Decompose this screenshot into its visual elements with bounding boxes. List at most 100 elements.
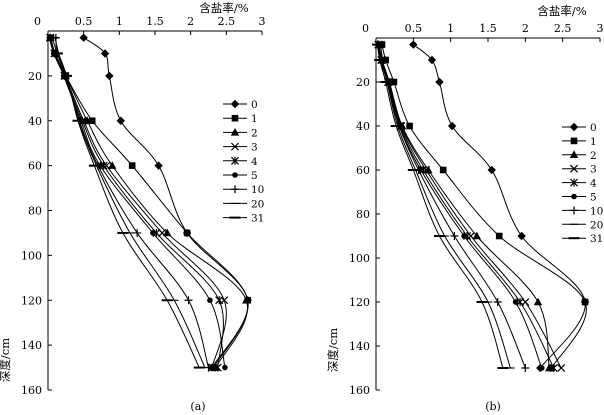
y-tick-label: 80 [356, 208, 370, 221]
legend-label: 20 [251, 198, 264, 210]
data-point-marker [150, 230, 156, 236]
series-line [55, 37, 209, 368]
series-4 [374, 40, 558, 373]
series-line [49, 37, 249, 368]
y-tick-label: 60 [356, 164, 370, 177]
data-point-marker [493, 298, 502, 306]
series-3 [374, 40, 566, 373]
legend-marker [569, 164, 579, 173]
y-tick-label: 120 [21, 294, 42, 307]
legend-marker [230, 156, 240, 165]
y-tick-label: 160 [21, 384, 42, 397]
data-point-marker [521, 364, 530, 372]
legend-marker [571, 193, 577, 200]
series-0 [409, 40, 590, 373]
data-point-marker [533, 297, 543, 306]
legend-item-5: 5 [223, 170, 258, 182]
x-tick-label: 1 [447, 22, 454, 35]
y-tick-label: 100 [349, 252, 370, 265]
data-point-marker [427, 55, 437, 65]
data-point-marker [215, 296, 224, 305]
y-tick-label: 20 [356, 76, 370, 89]
x-tick-label: 0 [362, 22, 369, 35]
legend-item-20: 20 [223, 198, 264, 210]
x-tick-label: 1 [116, 15, 123, 28]
data-point-marker [133, 228, 142, 237]
y-axis-label: 深度/cm [0, 338, 12, 382]
data-point-marker [581, 298, 589, 306]
series-line [377, 44, 543, 369]
chart-panel-a: 0.5 1 1.5 2 2.5 3020406080100120140160含盐率/%深度… [0, 1, 266, 413]
x-tick-label: 0.5 [75, 15, 93, 28]
y-tick-label: 40 [28, 115, 42, 128]
series-31 [46, 36, 205, 369]
y-tick-label: 140 [349, 340, 370, 353]
data-point-marker [213, 363, 222, 372]
series-line [54, 37, 206, 368]
legend-label: 31 [590, 233, 603, 245]
legend-item-20: 20 [562, 219, 603, 231]
series-3 [46, 33, 229, 372]
series-2 [45, 33, 251, 371]
legend-item-31: 31 [223, 213, 264, 225]
data-point-marker [154, 161, 163, 170]
data-point-marker [158, 228, 167, 237]
x-tick-label: 0 [34, 15, 41, 28]
y-tick-label: 60 [28, 160, 42, 173]
x-tick-label: 1.5 [479, 22, 497, 35]
legend-marker [230, 99, 240, 109]
legend-item-5: 5 [562, 192, 597, 204]
data-point-marker [447, 121, 457, 131]
data-point-marker [108, 161, 117, 169]
data-point-marker [450, 232, 459, 240]
data-point-marker [409, 40, 418, 49]
series-line [413, 44, 586, 369]
legend-marker [231, 114, 239, 122]
series-line [49, 37, 227, 368]
legend-label: 10 [590, 205, 603, 217]
data-point-marker [466, 231, 475, 241]
data-point-marker [538, 365, 545, 371]
series-line [48, 37, 226, 368]
legend-label: 3 [590, 164, 597, 176]
legend-marker [570, 137, 578, 145]
data-point-marker [207, 297, 213, 304]
legend-label: 10 [251, 184, 264, 196]
legend-item-4: 4 [223, 156, 258, 168]
legend-label: 0 [251, 99, 258, 111]
data-point-marker [105, 71, 114, 81]
data-point-marker [439, 166, 447, 174]
legend-marker [569, 150, 579, 158]
series-31 [371, 43, 509, 369]
legend-item-31: 31 [562, 233, 603, 245]
data-point-marker [222, 364, 228, 371]
x-axis-label: 含盐率/% [537, 4, 586, 18]
data-point-marker [495, 232, 503, 240]
y-tick-label: 100 [21, 249, 42, 262]
legend-marker [570, 206, 578, 215]
x-tick-label: 2.5 [554, 22, 572, 35]
y-tick-label: 160 [349, 384, 370, 397]
x-tick-label: 2 [522, 22, 529, 35]
legend-item-2: 2 [223, 127, 258, 139]
legend: 0 1 2 3 4 5 10 20 31 [223, 99, 264, 225]
data-point-marker [487, 165, 496, 175]
legend-label: 4 [590, 178, 597, 190]
legend-item-2: 2 [562, 150, 597, 162]
legend-item-3: 3 [223, 142, 258, 154]
legend-item-1: 1 [562, 136, 597, 148]
data-point-marker [549, 363, 558, 373]
y-tick-label: 40 [356, 120, 370, 133]
series-line [49, 37, 224, 368]
series-line [376, 44, 526, 369]
legend-item-0: 0 [562, 122, 597, 134]
data-point-marker [424, 165, 433, 174]
legend-label: 5 [590, 192, 597, 204]
legend-label: 2 [590, 150, 597, 162]
panel-caption: (b) [485, 400, 501, 413]
x-tick-label: 3 [597, 22, 604, 35]
data-point-marker [517, 231, 526, 241]
legend-label: 4 [251, 156, 258, 168]
data-point-marker [162, 228, 172, 237]
series-10 [51, 33, 213, 372]
